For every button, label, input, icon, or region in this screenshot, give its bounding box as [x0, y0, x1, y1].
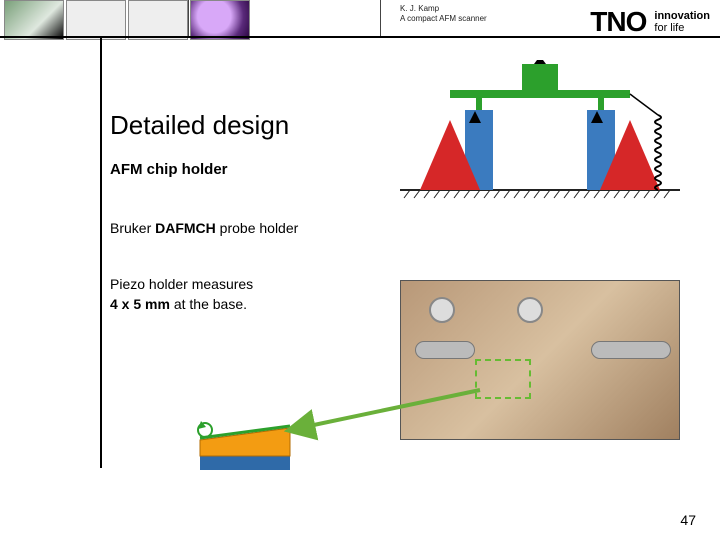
left-rule — [100, 38, 102, 468]
doc-meta: K. J. Kamp A compact AFM scanner — [400, 4, 487, 23]
page-number: 47 — [680, 512, 696, 528]
header-separator-2 — [380, 0, 381, 36]
lever-piece — [591, 341, 671, 359]
highlight-box — [475, 359, 531, 399]
probe-holder-photo — [400, 280, 680, 440]
thumbnail-4 — [190, 0, 250, 40]
line-probe-holder: Bruker DAFMCH probe holder — [110, 220, 700, 236]
header-separator-1 — [188, 0, 189, 36]
subtitle-line: A compact AFM scanner — [400, 14, 487, 24]
author-line: K. J. Kamp — [400, 4, 487, 14]
slide-header: K. J. Kamp A compact AFM scanner TNO inn… — [0, 0, 720, 50]
thumbnail-2 — [66, 0, 126, 40]
afm-schematic-diagram — [400, 60, 680, 210]
tno-wordmark: TNO — [590, 6, 646, 38]
tno-tagline: innovation for life — [654, 10, 710, 34]
tno-logo: TNO innovation for life — [590, 6, 710, 38]
screw-icon — [517, 297, 543, 323]
tab-piece — [415, 341, 475, 359]
thumbnail-1 — [4, 0, 64, 40]
piezo-holder-diagram — [190, 400, 330, 480]
screw-icon — [429, 297, 455, 323]
thumbnail-3 — [128, 0, 188, 40]
